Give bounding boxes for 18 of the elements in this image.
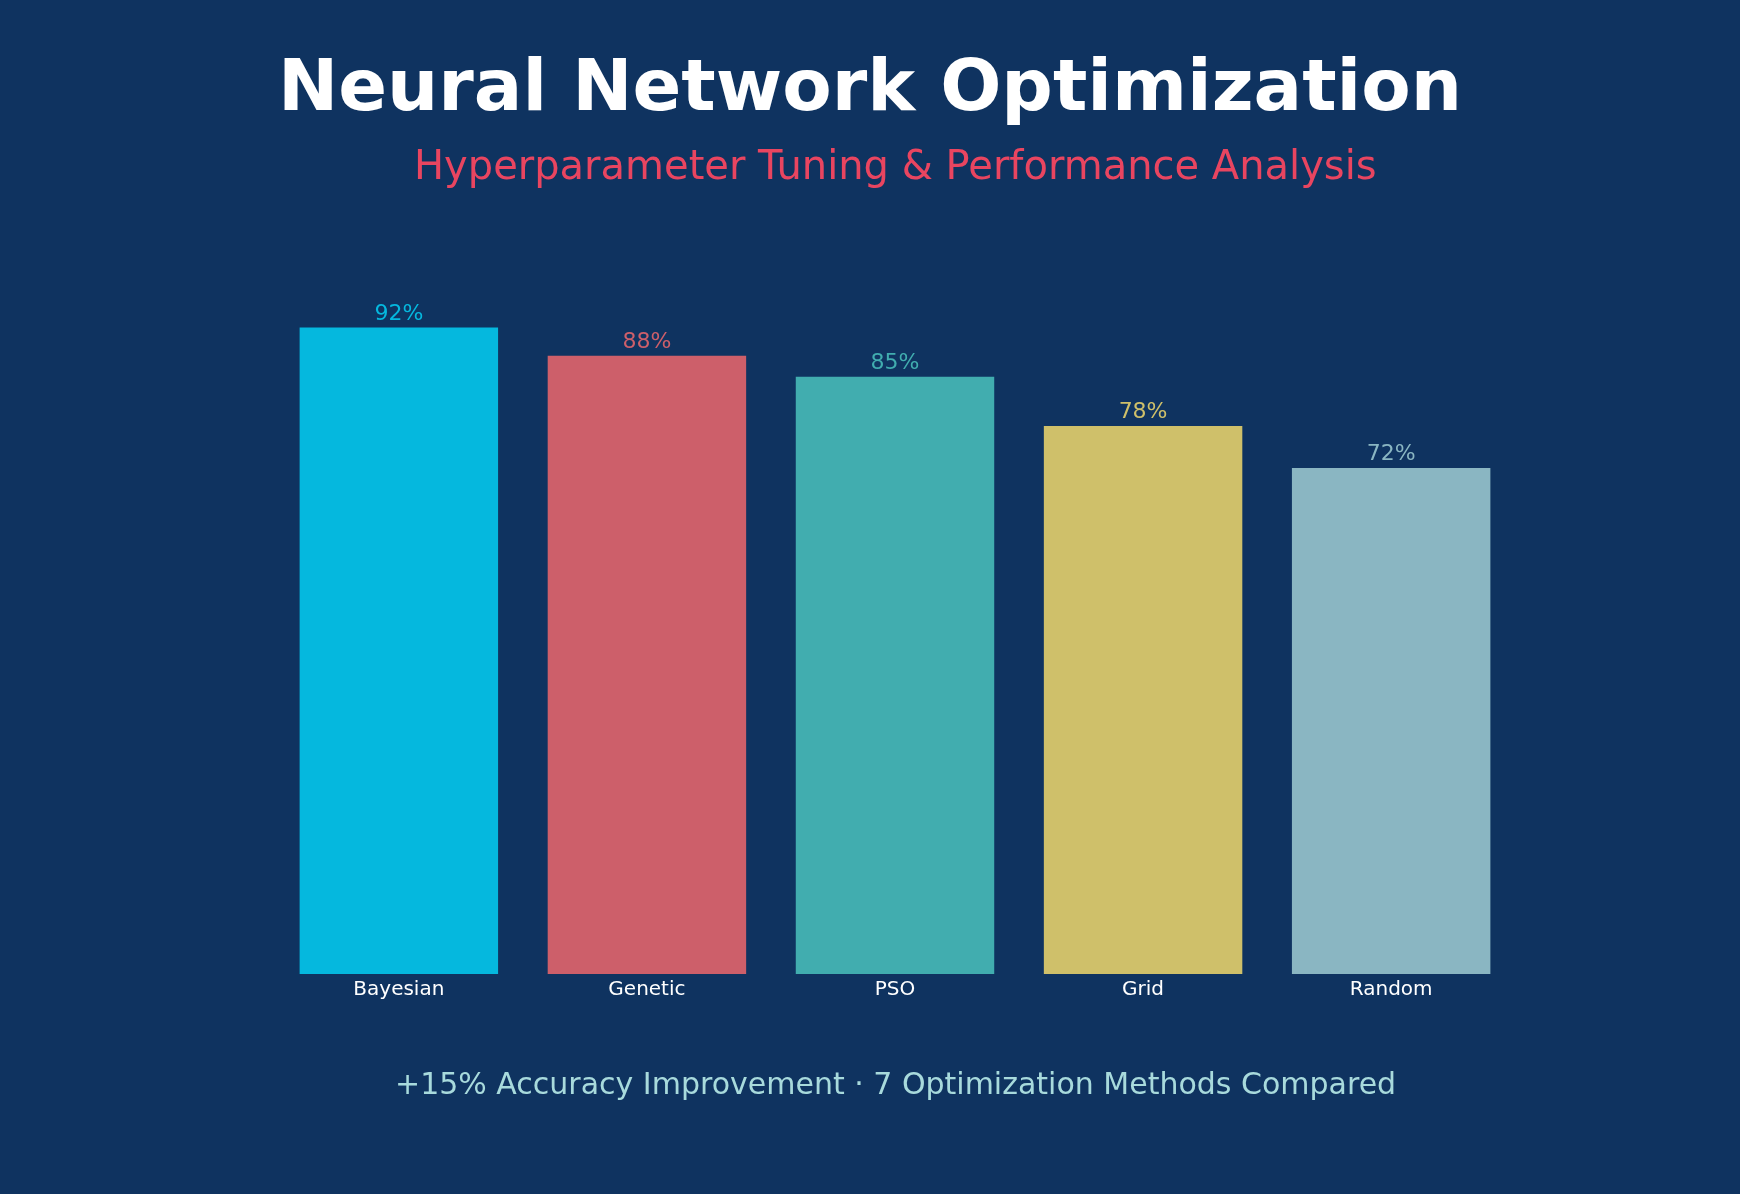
- x-tick-label: Genetic: [608, 976, 686, 1000]
- x-tick-label: Grid: [1122, 976, 1165, 1000]
- chart-subtitle: Hyperparameter Tuning & Performance Analysis: [414, 142, 1377, 188]
- bar: [299, 327, 499, 974]
- data-label: 72%: [1366, 440, 1416, 466]
- bar: [547, 355, 747, 974]
- bar: [1043, 425, 1243, 974]
- data-label: 78%: [1118, 397, 1168, 423]
- x-tick-label: Random: [1349, 976, 1433, 1000]
- bar: [1291, 468, 1491, 974]
- chart-title: Neural Network Optimization: [278, 43, 1462, 128]
- bar: [795, 376, 995, 974]
- x-tick-label: Bayesian: [353, 976, 445, 1000]
- data-label: 88%: [622, 327, 672, 353]
- data-label: 92%: [374, 299, 424, 325]
- text: +15% Accuracy Improvement · 7 Optimization Methods Compared: [395, 1066, 1397, 1101]
- x-tick-label: PSO: [874, 976, 916, 1000]
- data-label: 85%: [870, 348, 920, 374]
